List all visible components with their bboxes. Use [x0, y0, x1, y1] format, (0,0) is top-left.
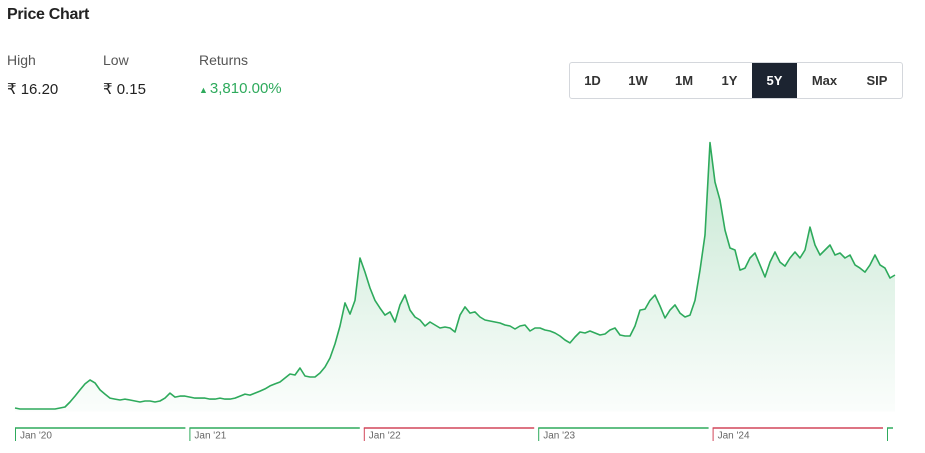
stat: Low ₹ 0.15: [103, 52, 146, 98]
stat: High ₹ 16.20: [7, 52, 58, 98]
range-button[interactable]: Max: [811, 73, 838, 88]
period-label: Jan '23: [543, 431, 575, 442]
range-button[interactable]: 1Y: [721, 73, 738, 88]
stat: Returns ▲ 3,810.00%: [199, 52, 282, 97]
stat-value: ▲ 3,810.00%: [199, 80, 282, 97]
stat-label: Low: [103, 52, 129, 68]
period-label: Jan '20: [20, 431, 52, 442]
area: [15, 142, 895, 412]
stat-value-text: ₹ 16.20: [7, 81, 59, 98]
period-label: Jan '22: [369, 431, 401, 442]
period-label: Jan '21: [194, 431, 226, 442]
price-line: [14, 141, 896, 410]
stat-value-text: ₹ 0.15: [103, 81, 146, 98]
title: Price Chart: [7, 6, 90, 23]
range-selector: 1D 1W 1M 1Y 5Y Max SIP: [569, 62, 903, 99]
stat-value: ₹ 0.15: [103, 80, 146, 98]
stat-value-text: 3,810.00%: [209, 80, 282, 97]
period-label: Jan '24: [718, 431, 750, 442]
range-button[interactable]: 5Y: [752, 63, 797, 98]
stat-value: ₹ 16.20: [7, 80, 58, 98]
stat-label: High: [7, 52, 36, 68]
up-arrow: ▲: [199, 85, 208, 95]
range-button[interactable]: SIP: [866, 73, 888, 88]
range-button[interactable]: 1D: [584, 73, 601, 88]
range-button[interactable]: 1M: [674, 73, 694, 88]
stat-label: Returns: [199, 52, 249, 68]
range-button[interactable]: 1W: [628, 73, 648, 88]
